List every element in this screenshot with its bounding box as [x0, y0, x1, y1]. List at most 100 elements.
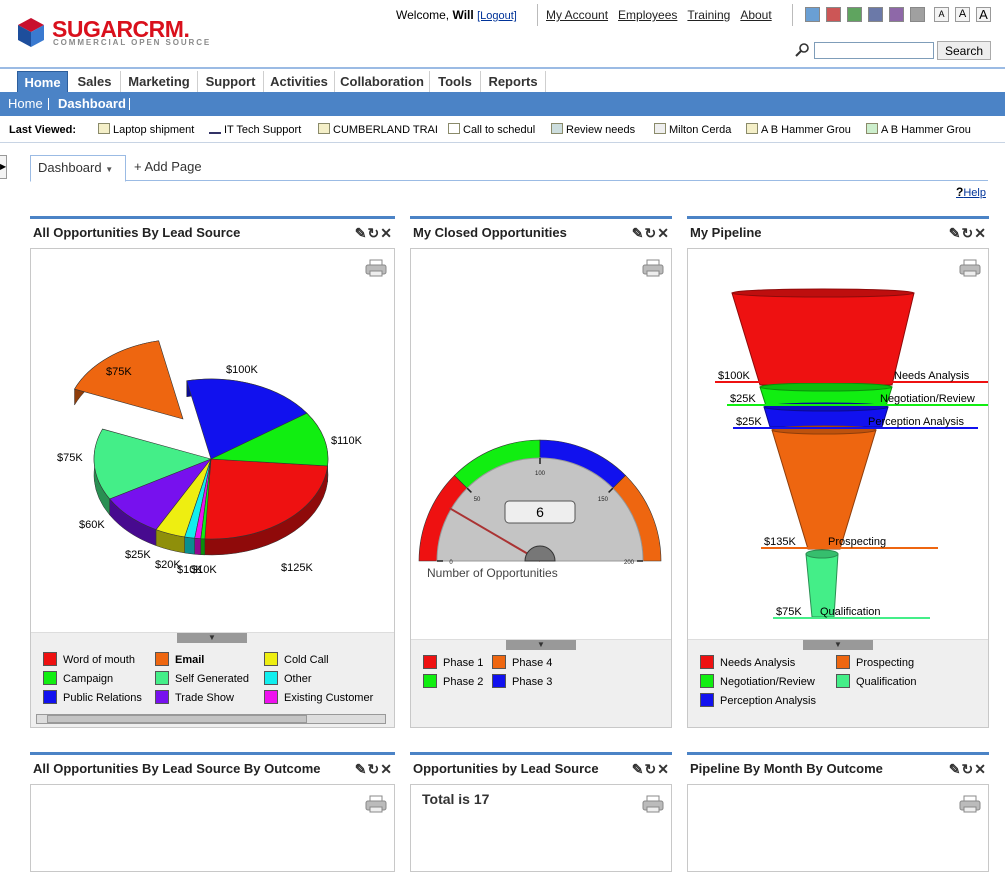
horizontal-scrollbar[interactable]: [36, 714, 386, 724]
gauge-needle: [448, 507, 541, 562]
sidebar-toggle[interactable]: ▶: [0, 155, 7, 179]
tab-marketing[interactable]: Marketing: [121, 71, 198, 93]
pen-icon: [209, 123, 221, 134]
tab-dashboard[interactable]: Dashboard ▼: [30, 155, 126, 182]
search-input[interactable]: [814, 42, 934, 59]
last-viewed-item[interactable]: Milton Cerda: [654, 117, 731, 143]
scrollbar-thumb[interactable]: [47, 715, 307, 723]
edit-icon[interactable]: ✎: [948, 225, 962, 241]
add-page-button[interactable]: + Add Page: [134, 159, 202, 174]
chevron-down-icon[interactable]: ▼: [177, 633, 247, 643]
about-link[interactable]: About: [740, 8, 772, 22]
pie-value-label: $75K: [57, 452, 83, 464]
pie-value-label: $100K: [226, 364, 258, 376]
dashlet-closed-opportunities: My Closed Opportunities ✎↻✕ 0 50 100 150 200…: [410, 216, 672, 728]
legend-swatch: [155, 690, 169, 704]
refresh-icon[interactable]: ↻: [961, 761, 975, 777]
last-viewed-item[interactable]: Review needs: [551, 117, 635, 143]
print-icon[interactable]: [365, 795, 387, 813]
last-viewed-item[interactable]: A B Hammer Grou: [866, 117, 971, 143]
theme-swatch-red[interactable]: [826, 7, 841, 22]
chevron-down-icon[interactable]: ▼: [506, 640, 576, 650]
print-icon[interactable]: [642, 795, 664, 813]
edit-icon[interactable]: ✎: [354, 761, 368, 777]
tab-support[interactable]: Support: [198, 71, 264, 93]
font-small-button[interactable]: A: [934, 7, 949, 22]
print-icon[interactable]: [959, 795, 981, 813]
gauge-caption: Number of Opportunities: [427, 566, 558, 580]
last-viewed-item[interactable]: A B Hammer Grou: [746, 117, 851, 143]
training-link[interactable]: Training: [687, 8, 731, 22]
pie-slice-side: [194, 537, 202, 555]
funnel-value-label: $25K: [736, 416, 762, 428]
dashlet-pipeline-month: Pipeline By Month By Outcome ✎↻✕: [687, 752, 989, 872]
refresh-icon[interactable]: ↻: [644, 225, 658, 241]
logout-link[interactable]: [Logout]: [477, 10, 517, 22]
last-viewed-item[interactable]: Call to schedul: [448, 117, 535, 143]
divider: [48, 98, 49, 110]
last-viewed-bar: Last Viewed: Laptop shipment IT Tech Sup…: [0, 117, 1005, 143]
last-viewed-label: Last Viewed:: [9, 124, 77, 136]
legend-panel: ▼ Phase 1 Phase 4 Phase 2 Phase 3: [411, 639, 671, 727]
funnel-value-label: $100K: [718, 370, 750, 382]
tab-tools[interactable]: Tools: [430, 71, 481, 93]
font-medium-button[interactable]: A: [955, 7, 970, 22]
theme-swatch-gray[interactable]: [910, 7, 925, 22]
theme-swatch-slate[interactable]: [868, 7, 883, 22]
theme-swatch-blue[interactable]: [805, 7, 820, 22]
refresh-icon[interactable]: ↻: [367, 225, 381, 241]
edit-icon[interactable]: ✎: [631, 225, 645, 241]
tab-home[interactable]: Home: [17, 71, 68, 93]
close-icon[interactable]: ✕: [974, 761, 987, 777]
edit-icon[interactable]: ✎: [948, 761, 962, 777]
chevron-down-icon[interactable]: ▼: [803, 640, 873, 650]
legend-label: Perception Analysis: [720, 695, 816, 707]
pie-value-label: $20K: [155, 559, 181, 571]
dashlet-title: Opportunities by Lead Source: [413, 761, 599, 776]
pie-slice: [200, 458, 328, 540]
gauge-hub: [524, 545, 556, 562]
refresh-icon[interactable]: ↻: [961, 225, 975, 241]
sugarcrm-logo[interactable]: SUGARCRM. COMMERCIAL OPEN SOURCE: [16, 16, 216, 50]
subnav-home[interactable]: Home: [8, 96, 43, 111]
opportunity-icon: [866, 123, 878, 134]
dashlet-header: My Closed Opportunities ✎↻✕: [410, 216, 672, 246]
my-account-link[interactable]: My Account: [546, 8, 609, 22]
help-icon: ?: [956, 185, 964, 199]
theme-swatch-green[interactable]: [847, 7, 862, 22]
close-icon[interactable]: ✕: [380, 225, 393, 241]
last-viewed-item[interactable]: Laptop shipment: [98, 117, 194, 143]
dashlet-title: All Opportunities By Lead Source: [33, 225, 241, 240]
legend-swatch: [700, 655, 714, 669]
tab-reports[interactable]: Reports: [481, 71, 546, 93]
subnav-dashboard[interactable]: Dashboard: [58, 96, 126, 111]
legend-item: Phase 4: [492, 655, 552, 669]
close-icon[interactable]: ✕: [657, 761, 670, 777]
close-icon[interactable]: ✕: [657, 225, 670, 241]
legend-item: Needs Analysis: [700, 655, 795, 669]
close-icon[interactable]: ✕: [974, 225, 987, 241]
print-icon[interactable]: [959, 259, 981, 277]
print-icon[interactable]: [365, 259, 387, 277]
search-button[interactable]: Search: [937, 41, 991, 60]
refresh-icon[interactable]: ↻: [644, 761, 658, 777]
last-viewed-item[interactable]: CUMBERLAND TRAI: [318, 117, 438, 143]
last-viewed-item[interactable]: IT Tech Support: [209, 117, 301, 143]
funnel-stage-label: Perception Analysis: [868, 416, 964, 428]
dashlet-body: Total is 17: [410, 784, 672, 872]
theme-swatch-purple[interactable]: [889, 7, 904, 22]
tab-collaboration[interactable]: Collaboration: [335, 71, 430, 93]
legend-item: Phase 1: [423, 655, 483, 669]
tab-sales[interactable]: Sales: [69, 71, 121, 93]
tab-activities[interactable]: Activities: [264, 71, 335, 93]
close-icon[interactable]: ✕: [380, 761, 393, 777]
help-link[interactable]: ?Help: [956, 185, 986, 199]
edit-icon[interactable]: ✎: [354, 225, 368, 241]
legend-swatch: [423, 655, 437, 669]
refresh-icon[interactable]: ↻: [367, 761, 381, 777]
legend-item: Public Relations: [43, 690, 142, 704]
employees-link[interactable]: Employees: [618, 8, 678, 22]
edit-icon[interactable]: ✎: [631, 761, 645, 777]
print-icon[interactable]: [642, 259, 664, 277]
font-large-button[interactable]: A: [976, 7, 991, 22]
